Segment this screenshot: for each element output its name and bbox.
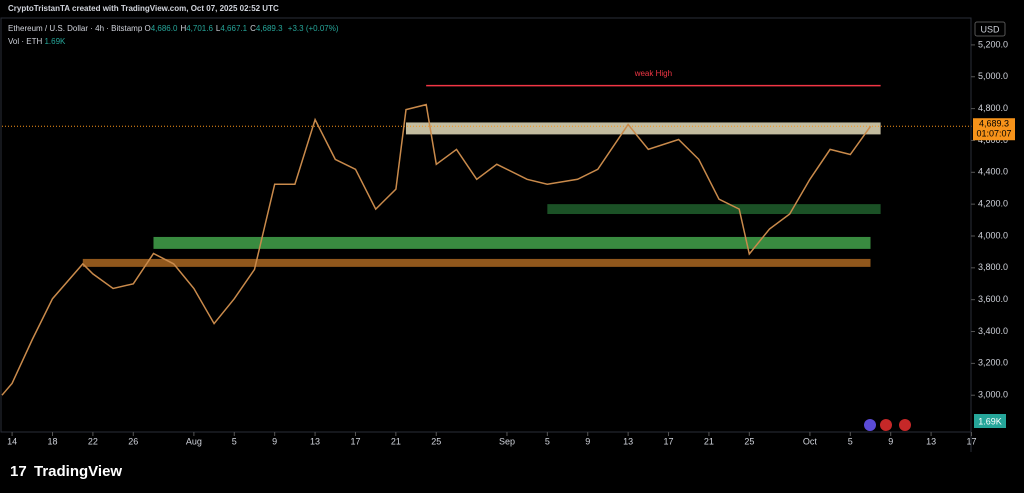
- event-icon: [880, 419, 892, 431]
- currency: USD: [980, 24, 1000, 34]
- ohlc-value: 4,686.0: [150, 24, 178, 33]
- y-tick-label: 4,800.0: [978, 103, 1008, 113]
- ohlc-value: 4,701.6: [186, 24, 213, 33]
- change: +3.3 (+0.07%): [287, 24, 339, 33]
- x-tick-label: Sep: [499, 436, 515, 446]
- y-tick-label: 3,000.0: [978, 390, 1008, 400]
- x-tick-label: Oct: [803, 436, 818, 446]
- x-tick-label: 9: [585, 436, 590, 446]
- credit: CryptoTristanTA created with TradingView…: [8, 4, 279, 13]
- brand: TradingView: [34, 463, 122, 480]
- x-tick-label: 13: [623, 436, 633, 446]
- symbol: Ethereum / U.S. Dollar · 4h · Bitstamp: [8, 24, 143, 33]
- ohlc-key: L: [215, 24, 221, 33]
- x-tick-label: 18: [47, 436, 57, 446]
- x-tick-label: 17: [966, 436, 976, 446]
- volume-value: 1.69K: [44, 37, 66, 46]
- x-tick-label: 13: [926, 436, 936, 446]
- zone: [547, 204, 881, 215]
- volume-label: Vol · ETH: [8, 37, 43, 46]
- y-tick-label: 3,600.0: [978, 294, 1008, 304]
- zone: [405, 122, 881, 135]
- ohlc-key: C: [250, 24, 256, 33]
- event-icon: [864, 419, 876, 431]
- y-tick-label: 5,000.0: [978, 71, 1008, 81]
- x-tick-label: 25: [431, 436, 441, 446]
- x-tick-label: 5: [232, 436, 237, 446]
- ohlc-key: H: [180, 24, 187, 33]
- y-tick-label: 3,800.0: [978, 262, 1008, 272]
- y-tick-label: 5,200.0: [978, 39, 1008, 49]
- y-tick-label: 4,000.0: [978, 230, 1008, 240]
- y-tick-label: 4,400.0: [978, 167, 1008, 177]
- plot-frame: [0, 17, 972, 433]
- symbol-line: Ethereum / U.S. Dollar · 4h · Bitstamp O…: [8, 24, 339, 33]
- x-tick-label: 21: [391, 436, 401, 446]
- ohlc: O4,686.0 H4,701.6 L4,667.1 C4,689.3: [145, 24, 286, 33]
- x-tick-label: 17: [664, 436, 674, 446]
- ohlc-value: 4,667.1: [220, 24, 248, 33]
- event-icon: [899, 419, 911, 431]
- currency-box: [974, 21, 1006, 37]
- x-tick-label: 14: [7, 436, 17, 446]
- x-tick-label: 9: [272, 436, 277, 446]
- x-tick-label: 5: [848, 436, 853, 446]
- zone: [82, 258, 871, 267]
- x-tick-label: 21: [704, 436, 714, 446]
- x-tick-label: 13: [310, 436, 320, 446]
- last-price-box: [973, 118, 1015, 141]
- y-tick-label: 4,200.0: [978, 199, 1008, 209]
- last-price-label: 4,689.3: [979, 119, 1009, 129]
- volume-badge-text: 1.69K: [978, 416, 1002, 426]
- x-tick-label: 9: [888, 436, 893, 446]
- x-tick-label: 22: [88, 436, 98, 446]
- x-tick-label: 25: [744, 436, 754, 446]
- footer: [0, 455, 1024, 493]
- x-tick-label: 5: [545, 436, 550, 446]
- y-tick-label: 3,200.0: [978, 358, 1008, 368]
- zone: [153, 236, 871, 249]
- logo-mark: 17: [10, 463, 27, 480]
- price-line: [1, 103, 872, 396]
- volume-line: Vol · ETH 1.69K: [8, 37, 65, 46]
- x-tick-label: Aug: [186, 436, 202, 446]
- countdown: 01:07:07: [976, 129, 1011, 139]
- ohlc-value: 4,689.3: [255, 24, 283, 33]
- volume-badge: [974, 414, 1006, 428]
- x-tick-label: 26: [128, 436, 138, 446]
- ohlc-key: O: [144, 24, 151, 33]
- level-label: weak High: [634, 69, 672, 78]
- x-tick-label: 17: [350, 436, 360, 446]
- y-tick-label: 3,400.0: [978, 326, 1008, 336]
